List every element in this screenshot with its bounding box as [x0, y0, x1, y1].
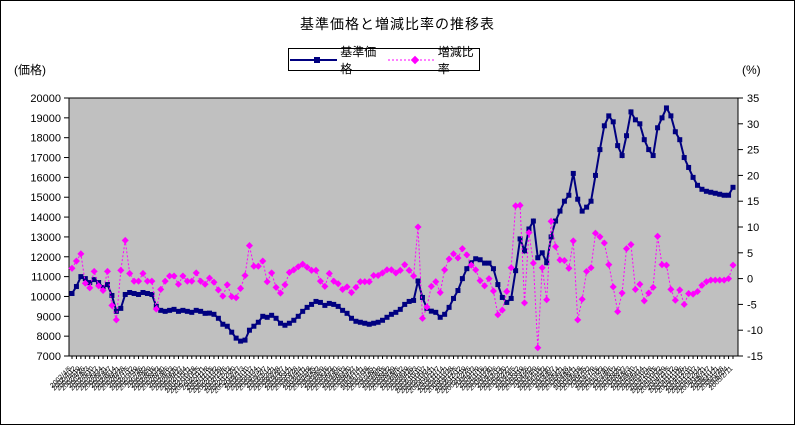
svg-text:13000: 13000: [30, 232, 61, 244]
svg-text:11000: 11000: [31, 272, 61, 284]
svg-text:7000: 7000: [37, 351, 61, 363]
legend-label-ratio: 増減比率: [437, 44, 474, 76]
svg-text:-5: -5: [747, 299, 757, 311]
svg-text:19000: 19000: [30, 113, 61, 125]
svg-text:10000: 10000: [30, 291, 61, 303]
svg-text:35: 35: [747, 93, 759, 105]
legend: 基準価格 増減比率: [288, 45, 480, 76]
legend-item-price: 基準価格: [289, 43, 382, 77]
svg-text:10: 10: [747, 222, 759, 234]
svg-text:5: 5: [747, 248, 753, 260]
left-axis-unit-label: (価格): [14, 63, 46, 77]
price-line-swatch-icon: [290, 56, 338, 63]
right-axis-unit-label: (%): [742, 63, 761, 77]
svg-text:20: 20: [747, 170, 759, 182]
legend-label-price: 基準価格: [340, 44, 377, 76]
legend-item-ratio: 増減比率: [387, 43, 480, 77]
svg-text:30: 30: [747, 119, 759, 131]
svg-text:-10: -10: [747, 325, 763, 337]
svg-text:15: 15: [747, 196, 759, 208]
svg-text:18000: 18000: [30, 133, 61, 145]
svg-text:15000: 15000: [30, 192, 61, 204]
svg-text:9000: 9000: [37, 311, 61, 323]
svg-text:17000: 17000: [30, 153, 61, 165]
svg-text:12000: 12000: [30, 252, 61, 264]
svg-text:8000: 8000: [37, 331, 61, 343]
svg-text:-15: -15: [747, 351, 763, 363]
svg-text:16000: 16000: [30, 172, 61, 184]
ratio-line-swatch-icon: [387, 55, 435, 64]
svg-text:25: 25: [747, 145, 759, 157]
svg-text:20000: 20000: [30, 93, 61, 105]
svg-text:0: 0: [747, 274, 753, 286]
svg-text:14000: 14000: [30, 212, 61, 224]
chart-title: 基準価格と増減比率の推移表: [300, 16, 495, 32]
